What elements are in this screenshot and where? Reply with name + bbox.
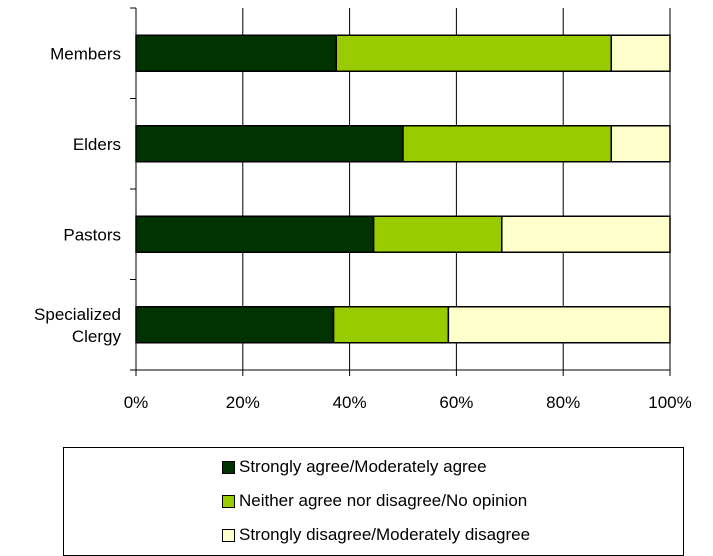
bar-segment [611, 126, 670, 162]
legend-item-disagree: Strongly disagree/Moderately disagree [222, 525, 530, 545]
legend-item-neutral: Neither agree nor disagree/No opinion [222, 491, 527, 511]
x-tick-label: 60% [439, 393, 473, 412]
x-tick-label: 0% [124, 393, 149, 412]
x-tick-label: 80% [546, 393, 580, 412]
category-label: Elders [73, 135, 121, 154]
legend-item-agree: Strongly agree/Moderately agree [222, 457, 487, 477]
legend-swatch-agree [222, 461, 235, 474]
bar-segment [136, 35, 336, 71]
category-label: Members [50, 44, 121, 63]
bar-segment [136, 307, 334, 343]
x-tick-label: 40% [333, 393, 367, 412]
legend-label-agree: Strongly agree/Moderately agree [239, 457, 487, 477]
x-tick-label: 100% [648, 393, 691, 412]
bar-segment [611, 35, 670, 71]
bar-segment [336, 35, 611, 71]
bar-segment [448, 307, 670, 343]
legend-swatch-neutral [222, 495, 235, 508]
legend-swatch-disagree [222, 529, 235, 542]
bar-segment [374, 216, 502, 252]
bar-segment [334, 307, 449, 343]
bar-segment [136, 216, 374, 252]
bar-segment [502, 216, 670, 252]
bar-segment [403, 126, 611, 162]
bar-segment [136, 126, 403, 162]
legend-label-neutral: Neither agree nor disagree/No opinion [239, 491, 527, 511]
category-label: Pastors [63, 225, 121, 244]
x-tick-label: 20% [226, 393, 260, 412]
category-label: Specialized Clergy [34, 305, 121, 346]
chart-legend: Strongly agree/Moderately agree Neither … [63, 447, 684, 556]
stacked-bar-chart: 0% 20% 40% 60% 80% 100% Members Elders Pastors Sp… [0, 0, 713, 440]
legend-label-disagree: Strongly disagree/Moderately disagree [239, 525, 530, 545]
